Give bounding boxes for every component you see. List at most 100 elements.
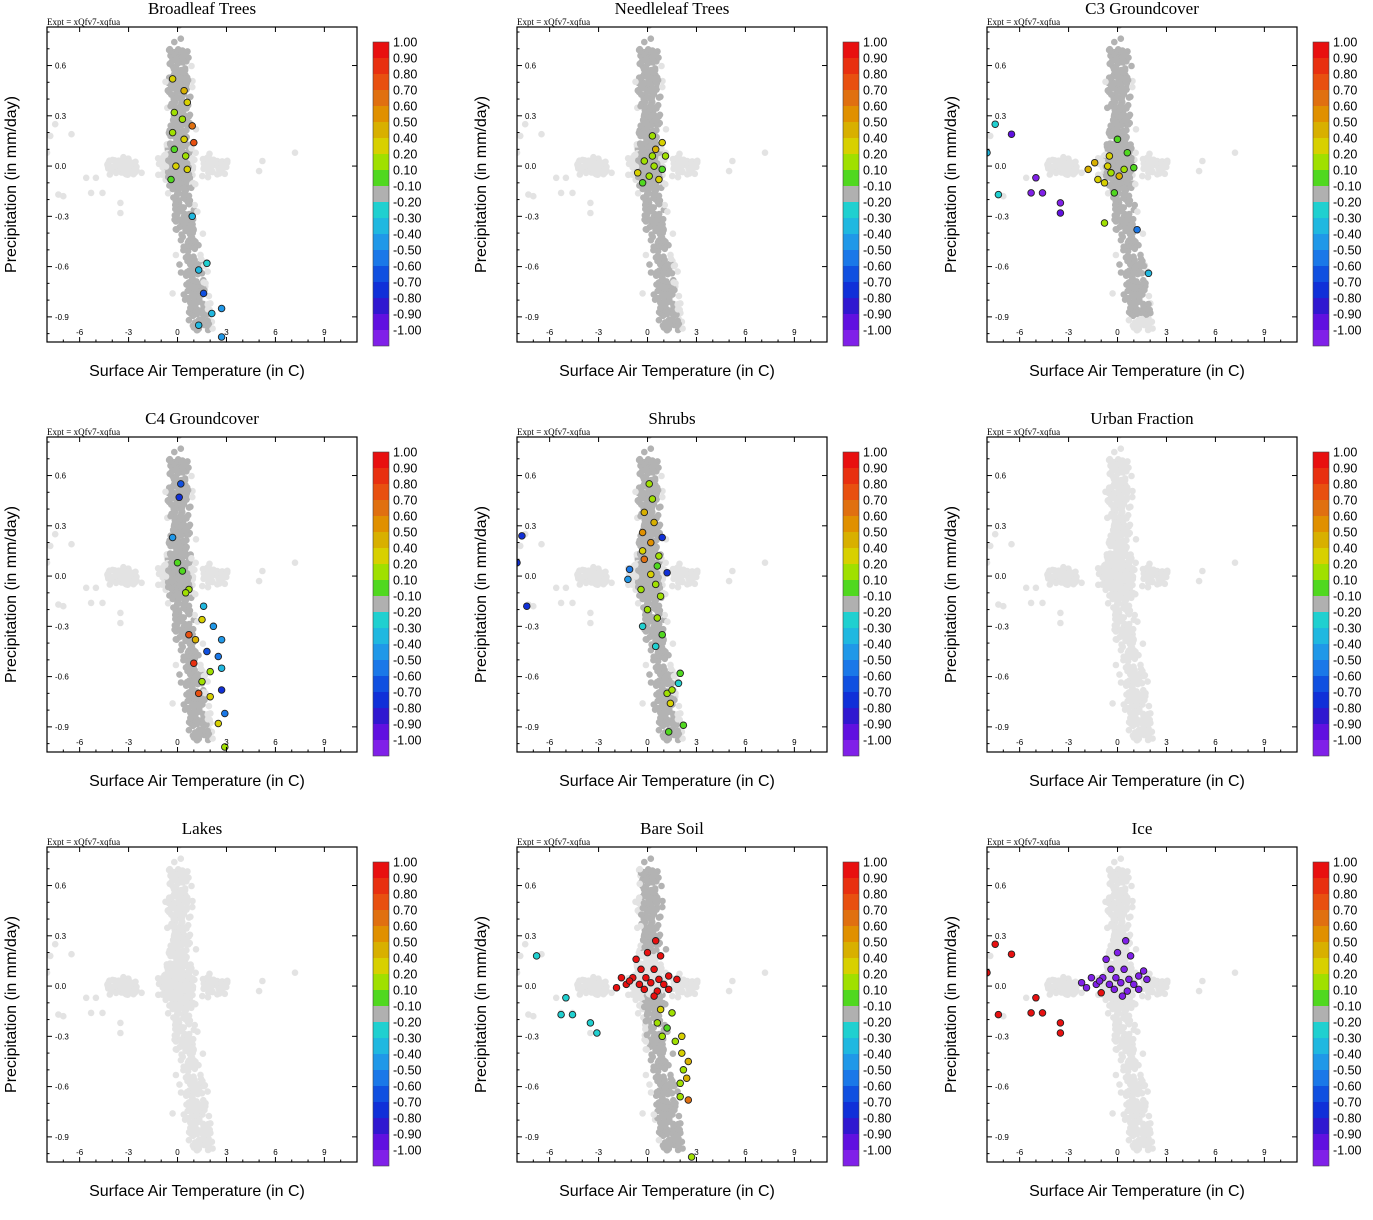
data-point	[649, 133, 656, 140]
y-tick-label: -0.9	[995, 313, 1009, 322]
bg-point	[1123, 117, 1130, 124]
bg-point	[1118, 231, 1125, 238]
bg-point	[166, 61, 173, 68]
data-point	[182, 590, 189, 597]
colorbar-swatch	[373, 628, 389, 644]
data-point	[651, 163, 658, 170]
bg-point	[729, 158, 736, 165]
colorbar-label: 0.40	[393, 132, 417, 146]
bg-point	[1113, 198, 1120, 205]
colorbar-swatch	[373, 298, 389, 314]
y-tick-label: 0.3	[995, 112, 1007, 121]
bg-point	[167, 513, 174, 520]
colorbar-swatch	[1313, 58, 1329, 74]
bg-point	[635, 567, 642, 574]
bg-point	[670, 156, 677, 163]
bg-point	[1113, 252, 1120, 259]
colorbar-label: -0.30	[1333, 212, 1362, 226]
panel-title: Broadleaf Trees	[148, 0, 256, 18]
bg-point	[1063, 171, 1070, 178]
data-point	[179, 568, 186, 575]
bg-point	[1154, 171, 1161, 178]
bg-point	[640, 117, 647, 124]
colorbar-label: -0.90	[863, 308, 892, 322]
colorbar-swatch	[373, 90, 389, 106]
bg-point	[1109, 290, 1116, 297]
bg-point	[189, 234, 196, 241]
bg-point	[1123, 86, 1130, 93]
bg-point	[671, 263, 678, 270]
bg-point	[648, 35, 655, 42]
bg-point	[654, 269, 661, 276]
colorbar-swatch	[843, 202, 859, 218]
bg-point	[1117, 143, 1124, 150]
bg-point	[653, 86, 660, 93]
colorbar-label: -0.70	[1333, 276, 1362, 290]
bg-point	[641, 66, 648, 73]
bg-point	[125, 163, 132, 170]
y-tick-label: -0.3	[995, 212, 1009, 221]
bg-point	[1078, 170, 1085, 177]
bg-point	[1126, 254, 1133, 261]
bg-point	[187, 197, 194, 204]
panel-title: Needleleaf Trees	[615, 0, 730, 18]
bg-point	[205, 169, 212, 176]
colorbar-label: 0.10	[393, 574, 417, 588]
bg-point	[644, 212, 651, 219]
bg-point	[200, 156, 207, 163]
colorbar-swatch	[843, 90, 859, 106]
bg-point	[119, 567, 126, 574]
data-point	[1101, 220, 1108, 227]
colorbar-label: -0.60	[393, 260, 422, 274]
colorbar-swatch	[843, 218, 859, 234]
data-point	[1134, 226, 1141, 233]
colorbar-swatch	[373, 58, 389, 74]
bg-point	[645, 123, 652, 130]
data-point	[169, 76, 176, 83]
colorbar-label: -0.40	[863, 228, 892, 242]
colorbar-label: -1.00	[393, 734, 422, 748]
data-point	[1131, 164, 1138, 171]
bg-point	[182, 52, 189, 59]
bg-point	[175, 59, 182, 66]
bg-point	[184, 269, 191, 276]
bg-point	[522, 121, 529, 128]
bg-point	[292, 559, 299, 566]
bg-point	[1139, 270, 1146, 277]
bg-point	[173, 252, 180, 259]
y-axis-label: Precipitation (in mm/day)	[3, 96, 20, 273]
bg-point	[674, 268, 681, 275]
bg-point	[575, 163, 582, 170]
bg-point	[175, 469, 182, 476]
y-axis-label: Precipitation (in mm/day)	[473, 96, 490, 273]
data-point	[659, 166, 666, 173]
colorbar-label: -0.10	[393, 590, 422, 604]
bg-point	[174, 622, 181, 629]
expt-label: Expt = xQfv7-xqfua	[47, 17, 120, 27]
x-tick-label: -6	[76, 328, 84, 337]
data-point	[662, 153, 669, 160]
x-tick-label: 0	[645, 328, 650, 337]
bg-point	[223, 569, 230, 576]
bg-point	[1115, 150, 1122, 157]
bg-point	[672, 280, 679, 287]
bg-point	[180, 514, 187, 521]
x-tick-label: 0	[175, 328, 180, 337]
colorbar-label: -0.20	[1333, 196, 1362, 210]
bg-point	[657, 197, 664, 204]
y-tick-label: -0.9	[55, 723, 69, 732]
data-point	[992, 121, 999, 128]
data-point	[191, 139, 198, 146]
bg-point	[205, 579, 212, 586]
x-tick-label: -3	[1065, 328, 1073, 337]
x-tick-label: 6	[273, 738, 278, 747]
bg-point	[1113, 218, 1120, 225]
bg-point	[217, 165, 224, 172]
bg-point	[183, 496, 190, 503]
bg-point	[178, 506, 185, 513]
colorbar-label: -0.50	[863, 244, 892, 258]
